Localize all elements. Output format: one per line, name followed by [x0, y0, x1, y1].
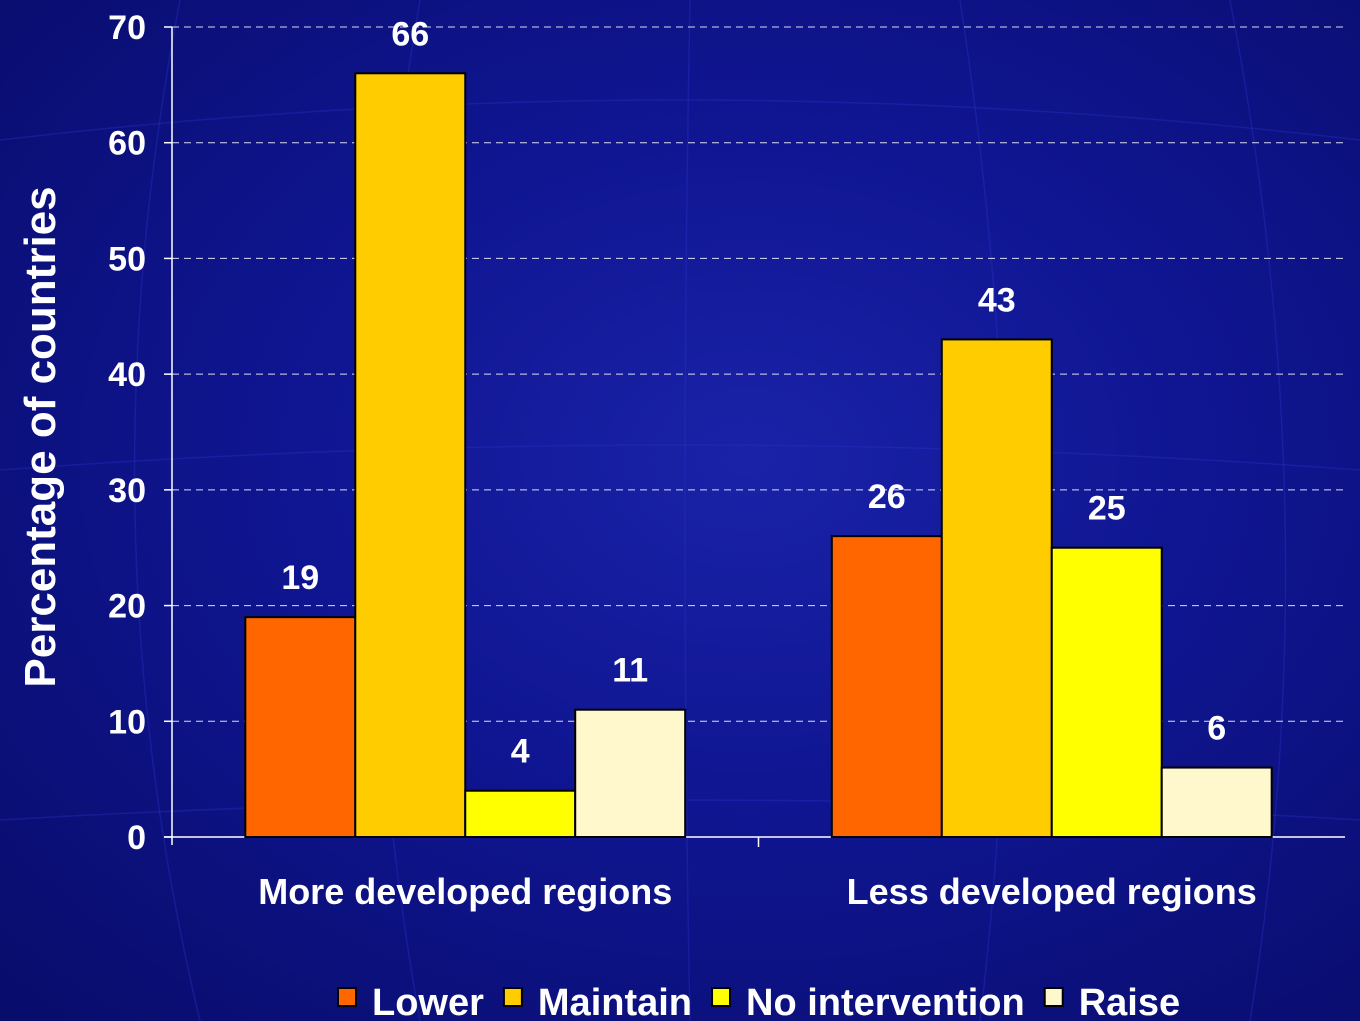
data-label: 11	[612, 652, 648, 690]
data-label: 26	[868, 478, 906, 516]
background-line	[0, 444, 1360, 471]
x-category-label: Less developed regions	[847, 871, 1257, 912]
bar-raise	[1160, 766, 1273, 838]
y-tick-label: 70	[108, 9, 146, 47]
legend-label: Lower	[372, 982, 484, 1021]
data-label: 66	[391, 15, 429, 53]
background-line	[1229, 0, 1287, 1021]
y-tick-label: 50	[108, 240, 146, 278]
legend-swatch	[1043, 987, 1064, 1007]
y-tick-labels: 0 10 20 30 40 50 60 70	[108, 9, 146, 857]
data-label: 19	[281, 559, 319, 597]
data-label: 43	[978, 281, 1016, 319]
legend-label: Raise	[1079, 982, 1180, 1021]
bar-lower	[244, 616, 357, 839]
y-tick-label: 30	[108, 472, 146, 510]
y-tick-label: 60	[108, 125, 146, 163]
legend-swatch	[502, 987, 523, 1007]
bar-no-intervention	[464, 789, 577, 839]
bar-no-intervention	[1050, 546, 1163, 838]
x-category-labels: More developed regions Less developed reg…	[258, 871, 1257, 912]
data-label: 4	[511, 733, 530, 771]
background-line	[684, 0, 691, 1021]
data-labels: 19 66 4 11 26 43 25 6	[281, 15, 1226, 770]
legend: Lower Maintain No intervention Raise	[337, 982, 1180, 1021]
data-label: 25	[1088, 490, 1126, 528]
bars	[244, 72, 1273, 839]
y-tick-label: 0	[127, 819, 146, 857]
legend-label: No intervention	[746, 982, 1025, 1021]
bar-raise	[574, 708, 687, 839]
x-category-label: More developed regions	[258, 871, 672, 912]
data-label: 6	[1207, 710, 1226, 748]
legend-label: Maintain	[538, 982, 692, 1021]
bar-maintain	[354, 72, 467, 839]
legend-swatch	[711, 987, 732, 1007]
bar-maintain	[940, 338, 1053, 838]
y-axis-title: Percentage of countries	[16, 186, 65, 687]
y-tick-label: 10	[108, 703, 146, 741]
background-line	[133, 0, 201, 1021]
legend-swatch	[337, 987, 357, 1007]
background-line	[0, 99, 1360, 141]
y-tick-label: 40	[108, 356, 146, 394]
bar-lower	[830, 535, 943, 839]
y-tick-label: 20	[108, 588, 146, 626]
